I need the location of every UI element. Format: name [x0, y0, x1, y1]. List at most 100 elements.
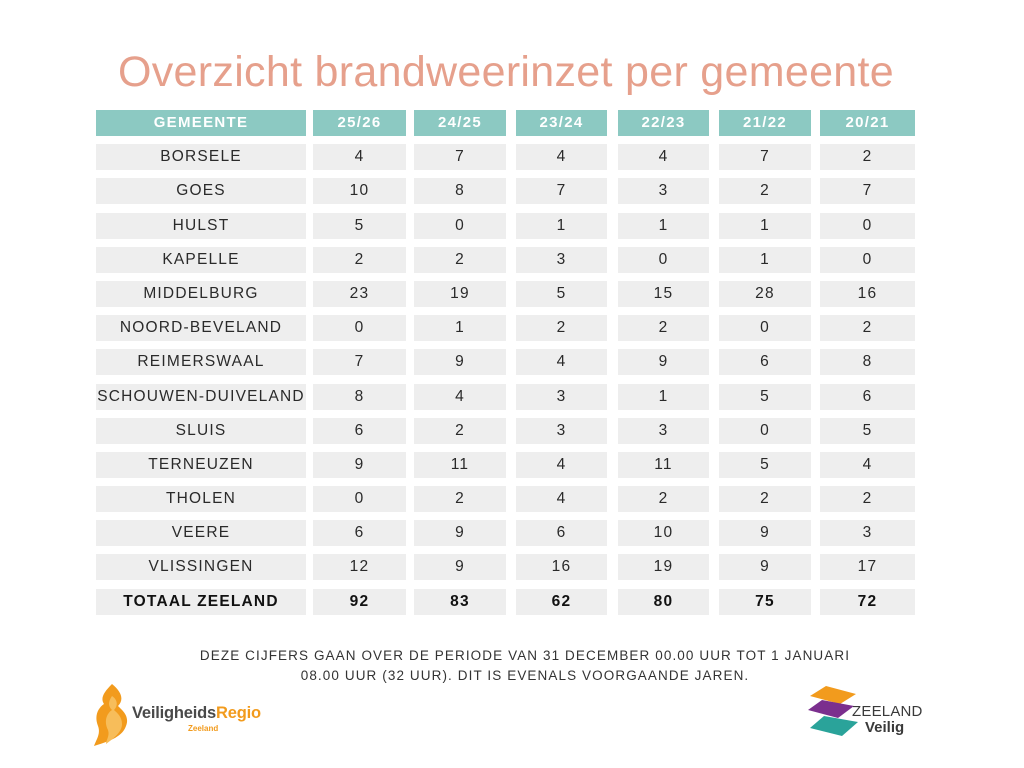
- footnote-line: 08.00 UUR (32 UUR). DIT IS EVENALS VOORG…: [300, 668, 750, 683]
- value-cell: 4: [414, 383, 506, 410]
- table-row: REIMERSWAAL 7 9 4 9 6 8: [96, 349, 916, 376]
- municipality-cell: SCHOUWEN-DUIVELAND: [96, 383, 306, 410]
- municipality-cell: REIMERSWAAL: [96, 349, 306, 376]
- header-cell: 23/24: [516, 110, 607, 136]
- value-cell: 9: [719, 520, 811, 547]
- total-cell: 75: [719, 588, 811, 615]
- table-row: TERNEUZEN 9 11 4 11 5 4: [96, 451, 916, 478]
- value-cell: 6: [820, 383, 915, 410]
- municipality-cell: TERNEUZEN: [96, 451, 306, 478]
- total-cell: 83: [414, 588, 506, 615]
- total-cell: 72: [820, 588, 915, 615]
- table-row: BORSELE 4 7 4 4 7 2: [96, 144, 916, 171]
- value-cell: 2: [719, 486, 811, 513]
- value-cell: 1: [516, 212, 607, 239]
- municipality-cell: SLUIS: [96, 417, 306, 444]
- value-cell: 4: [516, 349, 607, 376]
- value-cell: 3: [516, 417, 607, 444]
- value-cell: 1: [618, 212, 709, 239]
- table-total-row: TOTAAL ZEELAND 92 83 62 80 75 72: [96, 588, 916, 615]
- fire-incidents-table: GEMEENTE 25/26 24/25 23/24 22/23 21/22 2…: [96, 110, 916, 623]
- value-cell: 3: [516, 246, 607, 273]
- value-cell: 7: [313, 349, 406, 376]
- value-cell: 4: [618, 144, 709, 171]
- value-cell: 2: [618, 315, 709, 342]
- value-cell: 2: [414, 417, 506, 444]
- header-cell: 24/25: [414, 110, 506, 136]
- value-cell: 1: [719, 246, 811, 273]
- municipality-cell: HULST: [96, 212, 306, 239]
- value-cell: 0: [719, 315, 811, 342]
- table-row: HULST 5 0 1 1 1 0: [96, 212, 916, 239]
- page-title: Overzicht brandweerinzet per gemeente: [118, 48, 894, 96]
- value-cell: 8: [313, 383, 406, 410]
- municipality-cell: THOLEN: [96, 486, 306, 513]
- value-cell: 0: [820, 246, 915, 273]
- value-cell: 3: [618, 417, 709, 444]
- value-cell: 2: [820, 486, 915, 513]
- value-cell: 8: [414, 178, 506, 205]
- footnote-line: DEZE CIJFERS GAAN OVER DE PERIODE VAN 31…: [199, 648, 851, 663]
- header-cell: 20/21: [820, 110, 915, 136]
- value-cell: 6: [313, 417, 406, 444]
- value-cell: 11: [618, 451, 709, 478]
- total-cell: 92: [313, 588, 406, 615]
- value-cell: 8: [820, 349, 915, 376]
- value-cell: 4: [313, 144, 406, 171]
- table-row: VEERE 6 9 6 10 9 3: [96, 520, 916, 547]
- layered-diamonds-icon: [808, 686, 858, 736]
- table-row: SLUIS 6 2 3 3 0 5: [96, 417, 916, 444]
- footnote: DEZE CIJFERS GAAN OVER DE PERIODE VAN 31…: [175, 646, 875, 686]
- value-cell: 6: [313, 520, 406, 547]
- table-header-row: GEMEENTE 25/26 24/25 23/24 22/23 21/22 2…: [96, 110, 916, 136]
- municipality-cell: NOORD-BEVELAND: [96, 315, 306, 342]
- value-cell: 7: [516, 178, 607, 205]
- value-cell: 5: [820, 417, 915, 444]
- value-cell: 6: [516, 520, 607, 547]
- table-row: KAPELLE 2 2 3 0 1 0: [96, 246, 916, 273]
- value-cell: 3: [820, 520, 915, 547]
- value-cell: 0: [313, 315, 406, 342]
- value-cell: 1: [719, 212, 811, 239]
- municipality-cell: BORSELE: [96, 144, 306, 171]
- value-cell: 3: [516, 383, 607, 410]
- total-cell: 80: [618, 588, 709, 615]
- value-cell: 17: [820, 554, 915, 581]
- value-cell: 3: [618, 178, 709, 205]
- value-cell: 2: [516, 315, 607, 342]
- value-cell: 2: [618, 486, 709, 513]
- value-cell: 1: [414, 315, 506, 342]
- table-row: VLISSINGEN 12 9 16 19 9 17: [96, 554, 916, 581]
- zeeland-veilig-logo: ZEELAND Veilig: [806, 684, 936, 744]
- logo-subtitle: Zeeland: [188, 724, 219, 733]
- value-cell: 5: [516, 280, 607, 307]
- value-cell: 10: [618, 520, 709, 547]
- municipality-cell: VEERE: [96, 520, 306, 547]
- value-cell: 4: [516, 144, 607, 171]
- value-cell: 12: [313, 554, 406, 581]
- value-cell: 10: [313, 178, 406, 205]
- value-cell: 9: [618, 349, 709, 376]
- value-cell: 5: [719, 383, 811, 410]
- value-cell: 0: [414, 212, 506, 239]
- table-row: GOES 10 8 7 3 2 7: [96, 178, 916, 205]
- total-cell: 62: [516, 588, 607, 615]
- value-cell: 7: [414, 144, 506, 171]
- value-cell: 0: [618, 246, 709, 273]
- value-cell: 2: [414, 246, 506, 273]
- value-cell: 4: [516, 451, 607, 478]
- value-cell: 4: [516, 486, 607, 513]
- value-cell: 16: [516, 554, 607, 581]
- municipality-cell: KAPELLE: [96, 246, 306, 273]
- value-cell: 9: [313, 451, 406, 478]
- value-cell: 19: [414, 280, 506, 307]
- logo-wordmark: VeiligheidsRegio: [132, 704, 261, 722]
- value-cell: 5: [719, 451, 811, 478]
- value-cell: 28: [719, 280, 811, 307]
- value-cell: 5: [313, 212, 406, 239]
- value-cell: 9: [414, 520, 506, 547]
- logo-line2: Veilig: [865, 719, 905, 736]
- value-cell: 9: [414, 349, 506, 376]
- total-cell: TOTAAL ZEELAND: [96, 588, 306, 615]
- value-cell: 2: [414, 486, 506, 513]
